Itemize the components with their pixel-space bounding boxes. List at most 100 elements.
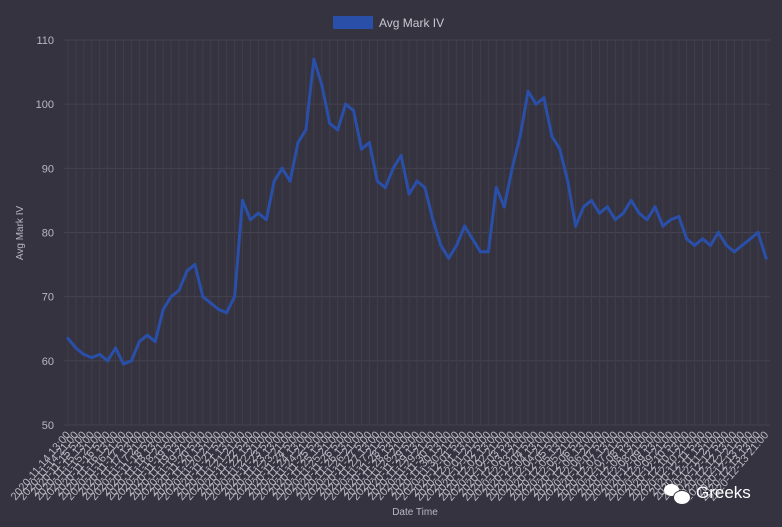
- data-point[interactable]: [153, 339, 157, 344]
- data-point[interactable]: [462, 224, 467, 228]
- data-point[interactable]: [74, 346, 78, 350]
- data-point[interactable]: [455, 243, 459, 247]
- data-point[interactable]: [518, 134, 522, 138]
- data-point[interactable]: [272, 179, 276, 183]
- data-point[interactable]: [129, 359, 134, 363]
- data-point[interactable]: [383, 185, 387, 190]
- data-point[interactable]: [645, 218, 649, 222]
- data-point[interactable]: [185, 269, 189, 273]
- data-point[interactable]: [589, 198, 594, 203]
- data-point[interactable]: [288, 179, 292, 183]
- data-point[interactable]: [439, 243, 443, 247]
- data-point[interactable]: [399, 153, 403, 158]
- watermark: Greeks: [664, 482, 751, 505]
- data-point[interactable]: [605, 205, 609, 209]
- data-point[interactable]: [764, 256, 768, 260]
- data-point[interactable]: [137, 339, 141, 344]
- y-tick-label: 90: [42, 163, 54, 175]
- data-point[interactable]: [90, 356, 94, 360]
- data-point[interactable]: [693, 243, 697, 247]
- data-point[interactable]: [470, 237, 475, 241]
- data-point[interactable]: [494, 185, 498, 190]
- data-point[interactable]: [312, 57, 316, 61]
- data-point[interactable]: [217, 307, 221, 312]
- data-point[interactable]: [351, 108, 356, 113]
- data-point[interactable]: [209, 301, 213, 305]
- data-point[interactable]: [161, 307, 165, 312]
- data-point[interactable]: [98, 352, 102, 357]
- data-point[interactable]: [677, 214, 681, 219]
- data-point[interactable]: [581, 205, 586, 209]
- data-point[interactable]: [613, 218, 617, 222]
- data-point[interactable]: [367, 141, 372, 145]
- data-point[interactable]: [248, 218, 253, 222]
- data-point[interactable]: [685, 237, 689, 241]
- data-point[interactable]: [708, 243, 713, 247]
- data-point[interactable]: [502, 205, 506, 209]
- data-point[interactable]: [304, 128, 308, 132]
- data-point[interactable]: [232, 295, 237, 299]
- data-point[interactable]: [256, 211, 260, 215]
- data-point[interactable]: [407, 192, 411, 196]
- data-point[interactable]: [566, 179, 570, 183]
- data-point[interactable]: [558, 147, 562, 151]
- data-point[interactable]: [756, 230, 760, 235]
- data-point[interactable]: [66, 336, 70, 340]
- data-point[interactable]: [359, 147, 364, 151]
- data-point[interactable]: [296, 141, 300, 145]
- legend[interactable]: Avg Mark IV: [333, 16, 444, 30]
- data-point[interactable]: [732, 250, 736, 254]
- y-tick-label: 80: [42, 228, 54, 240]
- data-point[interactable]: [653, 205, 657, 209]
- data-point[interactable]: [716, 230, 721, 235]
- y-tick-label: 110: [36, 35, 54, 47]
- data-point[interactable]: [169, 295, 173, 299]
- data-point[interactable]: [106, 359, 110, 363]
- data-point[interactable]: [447, 256, 451, 260]
- data-point[interactable]: [177, 288, 181, 292]
- data-point[interactable]: [597, 211, 602, 215]
- data-point[interactable]: [431, 218, 435, 222]
- data-point[interactable]: [542, 96, 546, 100]
- data-point[interactable]: [344, 102, 348, 106]
- data-point[interactable]: [336, 128, 340, 132]
- chart-grid: [64, 39, 770, 426]
- data-point[interactable]: [375, 179, 379, 183]
- data-point[interactable]: [510, 166, 514, 170]
- data-point[interactable]: [534, 102, 538, 106]
- data-point[interactable]: [328, 121, 332, 126]
- data-point[interactable]: [621, 211, 625, 215]
- data-point[interactable]: [240, 198, 245, 203]
- data-point[interactable]: [478, 250, 483, 254]
- data-point[interactable]: [629, 198, 633, 203]
- data-point[interactable]: [724, 243, 728, 247]
- data-point[interactable]: [320, 83, 324, 87]
- data-point[interactable]: [121, 362, 126, 366]
- series-layer: [66, 57, 768, 366]
- data-point[interactable]: [486, 250, 490, 254]
- data-point[interactable]: [225, 311, 229, 315]
- data-point[interactable]: [526, 89, 530, 93]
- data-point[interactable]: [145, 333, 149, 337]
- data-point[interactable]: [740, 243, 744, 247]
- data-point[interactable]: [264, 218, 268, 222]
- data-point[interactable]: [700, 237, 705, 241]
- y-axis-title: Avg Mark IV: [15, 206, 26, 261]
- data-point[interactable]: [201, 295, 205, 299]
- data-point[interactable]: [574, 224, 578, 228]
- data-point[interactable]: [661, 224, 665, 228]
- data-point[interactable]: [280, 166, 284, 170]
- data-point[interactable]: [637, 211, 641, 215]
- data-point[interactable]: [550, 134, 554, 138]
- data-point[interactable]: [415, 179, 419, 183]
- data-point[interactable]: [669, 218, 673, 222]
- data-point[interactable]: [113, 346, 118, 350]
- data-point[interactable]: [748, 237, 752, 241]
- data-point[interactable]: [423, 185, 427, 190]
- y-tick-label: 60: [42, 356, 54, 368]
- y-tick-label: 50: [42, 420, 54, 432]
- data-point[interactable]: [391, 166, 395, 170]
- data-point[interactable]: [193, 262, 197, 267]
- data-point[interactable]: [82, 352, 86, 357]
